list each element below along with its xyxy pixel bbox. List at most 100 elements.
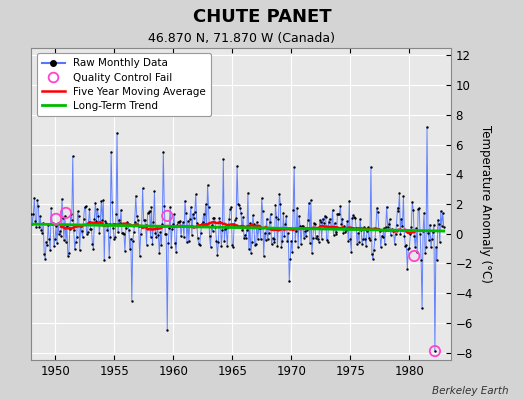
Point (261, 237, 270, 244)
Point (351, 215, 359, 221)
Point (239, 214, 247, 220)
Point (440, 224, 448, 230)
Point (256, 225, 264, 231)
Point (203, 182, 212, 188)
Point (155, 250, 163, 256)
Point (384, 224, 392, 230)
Point (398, 223, 407, 229)
Point (301, 228, 309, 234)
Point (305, 239, 314, 246)
Point (294, 244, 302, 250)
Point (361, 236, 369, 242)
Point (222, 224, 231, 231)
Point (189, 211, 197, 218)
Point (177, 233, 185, 240)
Point (386, 232, 395, 238)
Point (39, 220, 48, 226)
Point (395, 190, 403, 196)
Point (45, 236, 53, 242)
Point (120, 231, 128, 237)
Point (264, 236, 272, 242)
Point (221, 226, 230, 232)
Point (320, 220, 328, 226)
Point (341, 228, 350, 235)
Point (417, 256, 425, 263)
Point (174, 219, 182, 225)
Point (28, 220, 37, 227)
Text: Berkeley Earth: Berkeley Earth (432, 386, 508, 396)
Point (40, 250, 48, 257)
Point (85, 206, 94, 212)
Point (62, 238, 70, 245)
Point (224, 224, 233, 230)
Point (344, 238, 353, 244)
Point (246, 220, 254, 226)
Point (192, 191, 200, 198)
Point (36, 213, 45, 220)
Point (358, 241, 366, 247)
Point (308, 250, 316, 256)
Point (321, 212, 329, 219)
Point (27, 210, 36, 217)
Point (180, 234, 188, 240)
Point (141, 222, 150, 229)
Point (80, 216, 88, 222)
Point (149, 218, 158, 225)
Point (249, 212, 257, 218)
Point (363, 228, 371, 234)
Point (425, 236, 433, 243)
Point (430, 222, 438, 228)
Point (152, 234, 160, 240)
Point (91, 199, 100, 206)
Point (332, 231, 341, 238)
Point (184, 238, 193, 244)
Point (162, 230, 170, 237)
Point (404, 246, 412, 253)
Point (436, 208, 445, 214)
Point (89, 246, 97, 252)
Point (328, 225, 336, 231)
Point (163, 213, 171, 219)
Title: 46.870 N, 71.870 W (Canada): 46.870 N, 71.870 W (Canada) (148, 32, 334, 46)
Point (237, 210, 245, 216)
Point (412, 225, 420, 232)
Point (147, 204, 156, 210)
Point (119, 230, 127, 236)
Point (114, 229, 122, 235)
Point (63, 222, 71, 229)
Y-axis label: Temperature Anomaly (°C): Temperature Anomaly (°C) (479, 125, 493, 283)
Point (293, 204, 301, 211)
Point (313, 236, 322, 242)
Point (391, 231, 400, 238)
Point (97, 198, 105, 204)
Point (250, 241, 259, 248)
Point (319, 215, 327, 222)
Point (342, 226, 351, 233)
Point (194, 241, 203, 248)
Point (175, 219, 183, 225)
Point (271, 202, 280, 208)
Point (210, 215, 219, 221)
Point (166, 204, 174, 210)
Point (47, 205, 56, 211)
Point (225, 216, 233, 222)
Point (369, 256, 377, 262)
Point (59, 215, 67, 222)
Point (389, 227, 398, 233)
Point (144, 210, 152, 216)
Point (109, 225, 117, 231)
Point (121, 248, 129, 254)
Point (94, 212, 103, 219)
Point (368, 250, 376, 257)
Point (138, 185, 147, 192)
Point (373, 204, 381, 211)
Point (252, 241, 260, 247)
Point (258, 208, 267, 215)
Point (269, 236, 278, 242)
Point (200, 210, 208, 217)
Point (169, 220, 177, 227)
Point (150, 188, 159, 194)
Point (43, 241, 51, 248)
Point (291, 238, 299, 244)
Point (304, 216, 312, 223)
